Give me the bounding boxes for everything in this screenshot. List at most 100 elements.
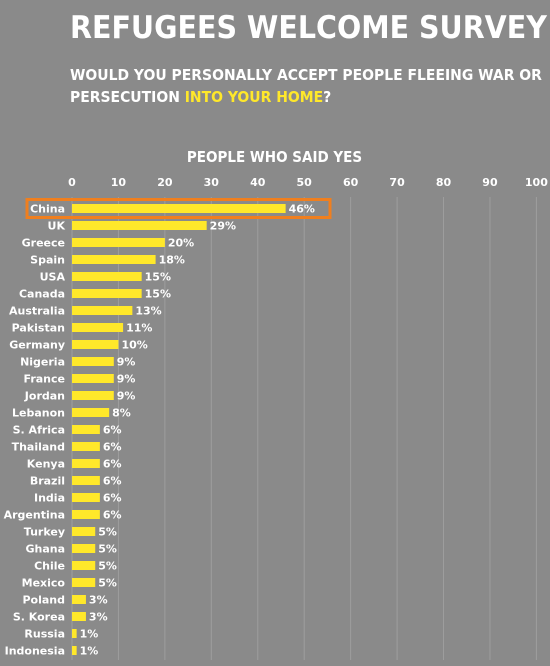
value-label: 5% xyxy=(98,577,117,590)
bar xyxy=(72,425,100,434)
category-label: USA xyxy=(40,271,66,284)
category-label: Argentina xyxy=(4,509,65,522)
value-label: 6% xyxy=(103,441,122,454)
bar xyxy=(72,340,119,349)
category-label: Lebanon xyxy=(12,407,65,420)
bar xyxy=(72,459,100,468)
bar xyxy=(72,204,286,213)
bar xyxy=(72,306,133,315)
x-tick-label: 10 xyxy=(111,176,127,189)
category-label: S. Africa xyxy=(13,424,65,437)
bar xyxy=(72,238,165,247)
value-label: 3% xyxy=(89,594,108,607)
bar xyxy=(72,442,100,451)
value-label: 11% xyxy=(126,322,152,335)
value-label: 15% xyxy=(145,271,171,284)
value-label: 46% xyxy=(289,203,315,216)
question-line-2-start: PERSECUTION xyxy=(70,88,185,106)
bar xyxy=(72,272,142,281)
value-label: 5% xyxy=(98,560,117,573)
category-label: France xyxy=(24,373,65,386)
category-label: Spain xyxy=(30,254,65,267)
category-label: Thailand xyxy=(12,441,65,454)
value-label: 5% xyxy=(98,543,117,556)
x-tick-label: 100 xyxy=(525,176,548,189)
value-label: 18% xyxy=(159,254,185,267)
value-label: 9% xyxy=(117,356,136,369)
value-label: 9% xyxy=(117,373,136,386)
value-label: 15% xyxy=(145,288,171,301)
bar xyxy=(72,527,96,536)
x-tick-label: 20 xyxy=(157,176,173,189)
bar xyxy=(72,391,114,400)
x-tick-label: 80 xyxy=(436,176,452,189)
bar xyxy=(72,408,110,417)
bar xyxy=(72,544,96,553)
bar xyxy=(72,578,96,587)
category-label: Chile xyxy=(34,560,65,573)
value-label: 8% xyxy=(112,407,131,420)
category-label: Jordan xyxy=(24,390,65,403)
survey-question: WOULD YOU PERSONALLY ACCEPT PEOPLE FLEEI… xyxy=(70,64,542,108)
category-label: UK xyxy=(48,220,66,233)
bar xyxy=(72,561,96,570)
bar xyxy=(72,595,86,604)
bar xyxy=(72,646,77,655)
category-label: Canada xyxy=(19,288,65,301)
category-label: India xyxy=(34,492,65,505)
page-title: REFUGEES WELCOME SURVEY xyxy=(70,10,547,46)
category-label: Nigeria xyxy=(20,356,65,369)
value-label: 6% xyxy=(103,475,122,488)
category-label: Turkey xyxy=(24,526,65,539)
x-tick-label: 90 xyxy=(482,176,498,189)
x-tick-label: 40 xyxy=(250,176,266,189)
value-label: 6% xyxy=(103,492,122,505)
x-tick-label: 30 xyxy=(204,176,220,189)
bar xyxy=(72,289,142,298)
value-label: 6% xyxy=(103,509,122,522)
question-end: ? xyxy=(323,88,332,106)
x-tick-label: 60 xyxy=(343,176,359,189)
bar xyxy=(72,612,86,621)
bar xyxy=(72,493,100,502)
value-label: 5% xyxy=(98,526,117,539)
category-label: S. Korea xyxy=(13,611,65,624)
category-label: Australia xyxy=(9,305,65,318)
value-label: 6% xyxy=(103,424,122,437)
x-tick-label: 50 xyxy=(297,176,313,189)
category-label: Brazil xyxy=(30,475,65,488)
value-label: 1% xyxy=(80,628,99,641)
category-label: Poland xyxy=(22,594,65,607)
bar xyxy=(72,357,114,366)
value-label: 13% xyxy=(135,305,161,318)
value-label: 3% xyxy=(89,611,108,624)
bar xyxy=(72,374,114,383)
category-label: Russia xyxy=(24,628,65,641)
bar xyxy=(72,629,77,638)
category-label: Greece xyxy=(22,237,65,250)
value-label: 20% xyxy=(168,237,194,250)
category-label: Mexico xyxy=(22,577,66,590)
category-label: Germany xyxy=(9,339,65,352)
bar xyxy=(72,476,100,485)
value-label: 29% xyxy=(210,220,236,233)
value-label: 10% xyxy=(121,339,147,352)
category-label: Pakistan xyxy=(12,322,65,335)
chart-title: PEOPLE WHO SAID YES xyxy=(186,148,363,166)
question-highlight: INTO YOUR HOME xyxy=(184,88,324,106)
x-tick-label: 0 xyxy=(68,176,76,189)
value-label: 6% xyxy=(103,458,122,471)
x-tick-label: 70 xyxy=(389,176,405,189)
category-label: Indonesia xyxy=(5,645,65,658)
value-label: 1% xyxy=(80,645,99,658)
bar xyxy=(72,323,124,332)
category-label: Ghana xyxy=(25,543,65,556)
category-label: China xyxy=(30,203,65,216)
bar xyxy=(72,510,100,519)
bar xyxy=(72,221,207,230)
category-label: Kenya xyxy=(27,458,65,471)
question-line-1: WOULD YOU PERSONALLY ACCEPT PEOPLE FLEEI… xyxy=(70,66,542,84)
highlight-box xyxy=(25,198,332,219)
value-label: 9% xyxy=(117,390,136,403)
